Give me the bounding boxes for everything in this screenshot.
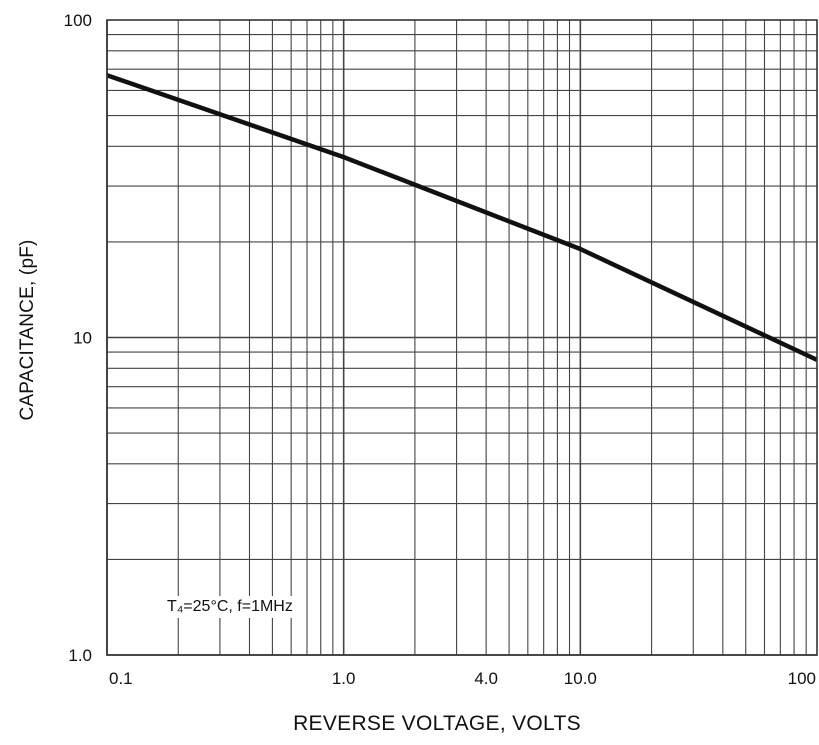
- series-group: [106, 73, 818, 362]
- plot-border: [106, 19, 818, 656]
- x-tick-label: 10.0: [564, 669, 597, 688]
- y-tick-labels: 1.0 10 100: [64, 11, 92, 665]
- x-tick-label: 1.0: [332, 669, 356, 688]
- x-tick-label: 0.1: [109, 669, 133, 688]
- x-axis-label: REVERSE VOLTAGE, VOLTS: [293, 712, 581, 735]
- y-tick-label: 10: [73, 329, 92, 348]
- x-tick-label: 100: [788, 669, 816, 688]
- capacitance-curve-series-0: [106, 73, 818, 362]
- test-conditions-annotation: T₄=25°C, f=1MHz: [164, 596, 296, 618]
- y-tick-label: 100: [64, 11, 92, 30]
- plot-frame: [106, 19, 818, 656]
- y-tick-label: 1.0: [68, 646, 92, 665]
- x-tick-labels: 0.1 1.0 4.0 10.0 100: [109, 669, 816, 688]
- y-axis-label: CAPACITANCE, (pF): [17, 239, 38, 421]
- x-tick-label: 4.0: [474, 669, 498, 688]
- grid-lines: [106, 20, 817, 656]
